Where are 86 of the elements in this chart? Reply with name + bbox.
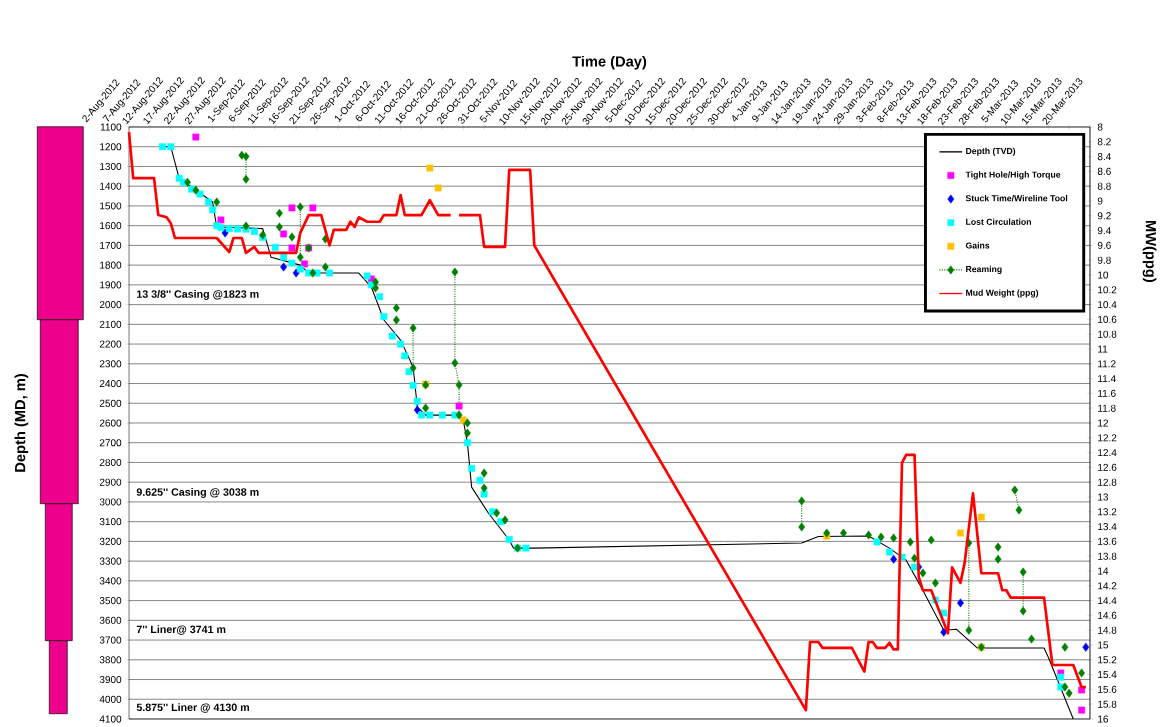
legend-label: Depth (TVD) — [966, 147, 1016, 156]
y-tick-label: 2800 — [99, 458, 122, 467]
y-tick-label: 3100 — [99, 518, 122, 526]
y2-tick-label: 9.2 — [1097, 212, 1111, 220]
y2-tick-label: 15 — [1098, 641, 1109, 649]
x-axis-title: Time (Day) — [572, 55, 647, 70]
y2-tick-label: 14.8 — [1098, 626, 1117, 634]
y2-tick-label: 8.6 — [1097, 167, 1111, 175]
y2-tick-label: 15.8 — [1098, 700, 1117, 708]
y-tick-label: 1500 — [100, 202, 122, 210]
y-tick-label: 3600 — [99, 616, 122, 624]
y2-tick-label: 12 — [1098, 419, 1108, 427]
y2-tick-label: 14.4 — [1098, 597, 1117, 605]
y2-tick-label: 16 — [1098, 715, 1109, 723]
y-tick-label: 1300 — [100, 162, 122, 171]
y2-tick-label: 12.2 — [1098, 434, 1117, 442]
y-tick-label: 1600 — [100, 222, 122, 230]
y-tick-label: 1700 — [100, 241, 122, 249]
y2-tick-label: 13.6 — [1098, 537, 1117, 545]
legend-label: Lost Circulation — [966, 218, 1031, 225]
y2-tick-label: 12.6 — [1098, 463, 1117, 471]
y-tick-label: 3700 — [99, 636, 122, 644]
legend-label: Reaming — [966, 265, 1002, 274]
y2-tick-label: 9 — [1097, 197, 1103, 205]
y-tick-label: 2900 — [99, 478, 122, 486]
y-tick-label: 2100 — [99, 320, 122, 328]
y2-tick-label: 9.4 — [1097, 227, 1111, 235]
annotation: 13 3/8'' Casing @1823 m — [137, 289, 259, 300]
y2-tick-label: 11.8 — [1098, 404, 1116, 412]
y-tick-label: 3200 — [99, 537, 122, 545]
y2-tick-label: 11.2 — [1098, 360, 1116, 368]
legend-label: Gains — [965, 242, 990, 249]
y-tick-label: 1400 — [100, 182, 122, 190]
y2-tick-label: 10 — [1098, 271, 1109, 279]
y-tick-label: 3500 — [99, 597, 122, 605]
y2-tick-label: 8.2 — [1097, 138, 1111, 146]
y-tick-label: 1200 — [100, 143, 122, 151]
y-tick-label: 1100 — [100, 123, 122, 131]
y2-tick-label: 13.8 — [1098, 552, 1117, 560]
y-axis-title: Depth (MD, m) — [14, 374, 29, 472]
y2-tick-label: 14 — [1098, 567, 1109, 575]
y-tick-label: 2600 — [99, 419, 122, 427]
y2-tick-label: 10.4 — [1098, 301, 1117, 309]
y-tick-label: 1800 — [100, 261, 122, 269]
y2-tick-label: 12.8 — [1098, 478, 1117, 486]
y-tick-label: 2400 — [99, 379, 122, 388]
y2-tick-label: 14.6 — [1098, 611, 1117, 619]
y2-tick-label: 13 — [1098, 493, 1109, 501]
y-tick-label: 2300 — [99, 360, 122, 368]
annotation: 5.875'' Liner @ 4130 m — [136, 703, 250, 713]
y2-axis-title: MW(ppg) — [1142, 220, 1157, 282]
y-tick-label: 3300 — [99, 557, 122, 565]
y2-tick-label: 8 — [1097, 123, 1103, 131]
y-tick-label: 3900 — [99, 675, 122, 684]
y2-tick-label: 8.4 — [1097, 153, 1111, 161]
y-tick-label: 3800 — [99, 656, 122, 664]
legend-label: Stuck Time/Wireline Tool — [965, 194, 1068, 202]
y-tick-label: 3000 — [99, 498, 122, 506]
y-tick-label: 1900 — [100, 281, 122, 289]
y2-tick-label: 10.2 — [1098, 286, 1117, 294]
y2-tick-label: 12.4 — [1098, 449, 1117, 457]
y2-tick-label: 9.6 — [1097, 241, 1111, 249]
y2-tick-label: 13.4 — [1098, 523, 1117, 531]
y-tick-label: 2200 — [99, 340, 122, 348]
y-tick-label: 2500 — [99, 399, 122, 407]
annotation: 9.625'' Casing @ 3038 m — [136, 487, 259, 498]
y2-tick-label: 15.6 — [1098, 685, 1117, 693]
y2-tick-label: 11.6 — [1098, 389, 1116, 397]
y-tick-label: 4100 — [99, 715, 122, 723]
y2-tick-label: 9.8 — [1097, 256, 1111, 264]
y2-tick-label: 15.2 — [1098, 656, 1117, 664]
y-tick-label: 4000 — [99, 695, 122, 703]
y2-tick-label: 11.4 — [1098, 375, 1116, 383]
y2-tick-label: 13.2 — [1098, 508, 1117, 516]
annotation: 7'' Liner@ 3741 m — [136, 625, 226, 635]
y2-tick-label: 8.8 — [1097, 182, 1111, 190]
y2-tick-label: 10.6 — [1098, 315, 1117, 323]
y2-tick-label: 14.2 — [1098, 582, 1117, 590]
y2-tick-label: 11 — [1098, 345, 1108, 353]
y-tick-label: 2000 — [99, 301, 122, 309]
legend-label: Mud Weight (ppg) — [966, 289, 1039, 298]
y-tick-label: 2700 — [99, 439, 122, 447]
y-tick-label: 3400 — [99, 577, 122, 585]
y2-tick-label: 15.4 — [1098, 671, 1117, 679]
y2-tick-label: 10.8 — [1098, 330, 1117, 338]
legend-label: Tight Hole/High Torque — [965, 171, 1061, 180]
